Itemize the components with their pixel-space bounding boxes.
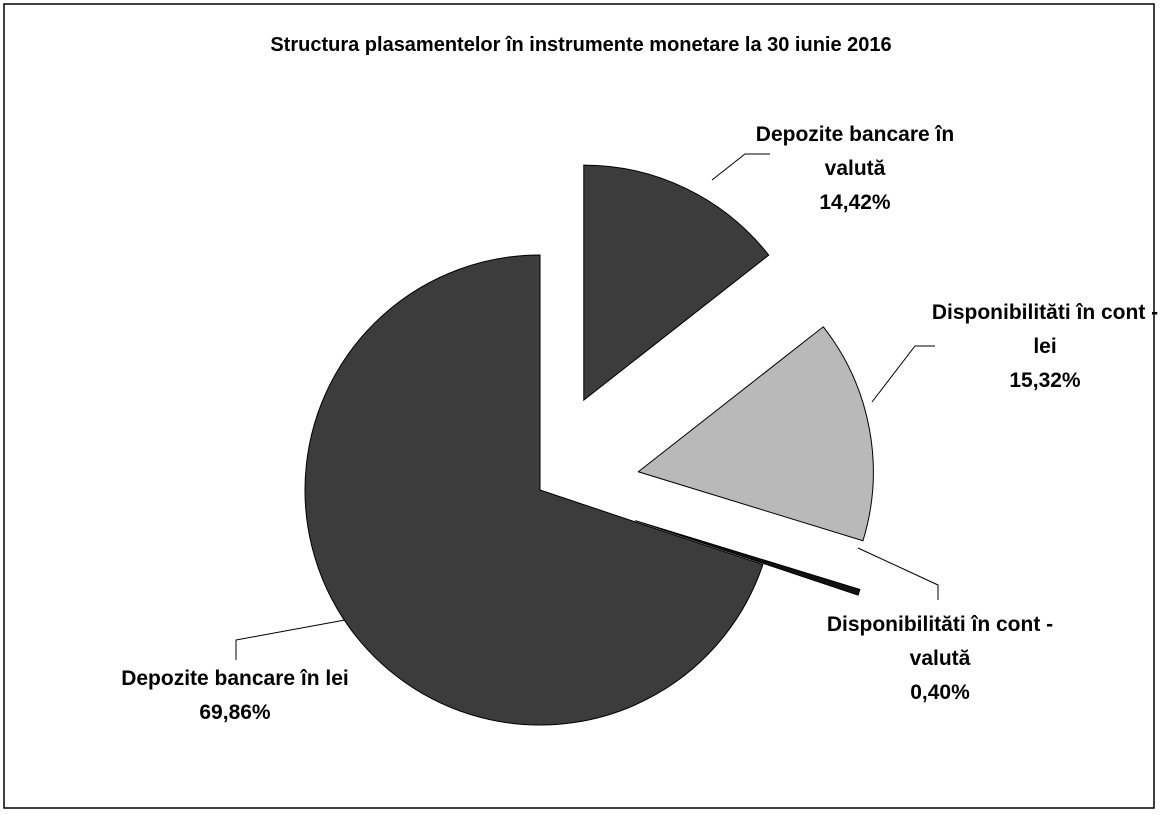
value-label: 69,86% xyxy=(199,701,271,724)
slice-label: Depozite bancare în valută 14,42% xyxy=(735,118,975,220)
pie-slice xyxy=(637,326,874,542)
slice-label: Disponibilităti în cont - valută 0,40% xyxy=(820,608,1060,710)
leader-line xyxy=(711,153,770,181)
slice-label: Disponibilităti în cont - lei 15,32% xyxy=(925,296,1162,398)
value-label: 14,42% xyxy=(819,191,891,214)
leader-line xyxy=(871,345,935,403)
pie-slice xyxy=(635,520,861,596)
leader-line xyxy=(857,547,939,600)
chart-title: Structura plasamentelor în instrumente m… xyxy=(270,34,892,56)
value-label: 15,32% xyxy=(1009,369,1081,392)
pie-slice xyxy=(583,164,770,402)
slice-label: Depozite bancare în lei 69,86% xyxy=(110,662,360,730)
value-label: 0,40% xyxy=(910,681,970,704)
leader-line xyxy=(235,619,346,660)
pie-slice xyxy=(304,254,764,726)
